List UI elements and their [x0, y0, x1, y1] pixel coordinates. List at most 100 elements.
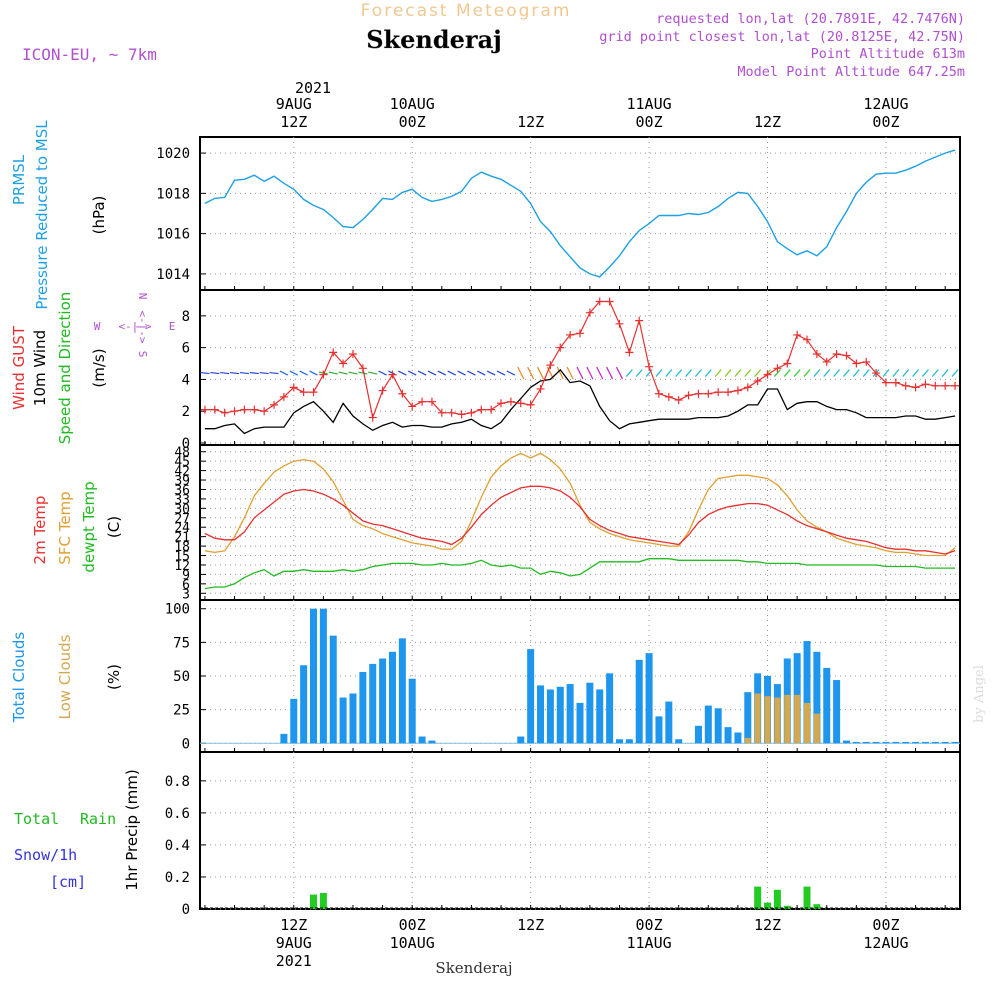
wind-direction-arrow: [625, 369, 633, 377]
wind-gust-marker: [408, 402, 417, 411]
total-cloud-bar: [892, 741, 900, 744]
total-cloud-bar: [842, 740, 850, 744]
low-cloud-bar: [754, 693, 761, 744]
wind-gust-marker: [220, 408, 229, 417]
wind-direction-arrow: [596, 366, 604, 380]
total-cloud-bar: [833, 680, 841, 744]
top-time-label: 12Z: [517, 113, 544, 131]
total-cloud-bar: [882, 741, 890, 744]
wind-gust-marker: [615, 319, 624, 328]
model-name: ICON-EU, ~ 7km: [22, 45, 157, 64]
bottom-date-label: 9AUG: [276, 934, 312, 952]
cloud-ytick-label: 100: [165, 602, 190, 618]
wind-direction-arrow: [783, 369, 791, 377]
total-cloud-bar: [714, 708, 722, 744]
top-time-label: 12Z: [280, 113, 307, 131]
wind-direction-arrow: [556, 366, 564, 380]
temp-ytick-label: 33: [174, 493, 190, 508]
compass-we-arrow: <-|->: [118, 320, 151, 333]
total-cloud-bar: [734, 732, 742, 744]
wind-gust-marker: [733, 386, 742, 395]
top-year-label: 2021: [295, 79, 331, 97]
point-altitude: Point Altitude 613m: [811, 46, 965, 62]
dewpoint-line: [204, 558, 956, 590]
wind-gust-marker: [901, 381, 910, 390]
wind-gust-marker: [556, 343, 565, 352]
precip-ytick-label: 0.8: [165, 774, 190, 790]
total-cloud-bar: [675, 739, 683, 744]
wind-gust-marker: [645, 362, 654, 371]
total-cloud-bar: [645, 653, 653, 744]
pressure-unit: (hPa): [90, 196, 108, 235]
wind-direction-arrow: [457, 370, 466, 376]
wind-gust-marker: [329, 348, 338, 357]
model-altitude: Model Point Altitude 647.25m: [737, 64, 965, 80]
wind-direction-arrow: [309, 370, 318, 376]
wind-direction-arrow: [289, 370, 299, 376]
total-cloud-bar: [862, 741, 870, 744]
wind-gust-marker: [724, 388, 733, 397]
total-cloud-bar: [290, 698, 298, 744]
precip-ytick-label: 0.4: [165, 838, 190, 854]
bottom-year-label: 2021: [276, 952, 312, 970]
sfc-temp-line: [204, 452, 956, 557]
total-cloud-bar: [941, 741, 949, 744]
precip-label-snow: Snow/1h: [14, 846, 77, 864]
wind-gust-marker: [309, 388, 318, 397]
wind-direction-arrow: [655, 369, 663, 377]
wind-gust-marker: [348, 349, 357, 358]
compass-south: S: [136, 351, 149, 358]
temp-ytick-label: 15: [174, 550, 190, 565]
cloud-unit: (%): [105, 664, 123, 690]
wind-ytick-label: 8: [182, 309, 190, 325]
cloud-ytick-label: 50: [173, 669, 190, 685]
wind-direction-arrow: [734, 369, 742, 377]
wind-direction-arrow: [447, 370, 456, 376]
wind-direction-arrow: [803, 369, 811, 377]
wind-direction-arrow: [615, 366, 624, 380]
total-cloud-bar: [310, 608, 318, 744]
wind-direction-arrow: [744, 369, 752, 377]
wind-label-gust: Wind GUST: [10, 325, 28, 410]
temp-ytick-label: 45: [174, 455, 190, 470]
wind-gust-marker: [941, 381, 950, 390]
cloud-bars: [200, 608, 960, 744]
wind-gust-marker: [664, 392, 673, 401]
total-cloud-bar: [517, 736, 525, 744]
pressure-label-msl: Pressure Reduced to MSL: [33, 120, 51, 310]
total-cloud-bar: [596, 689, 604, 744]
total-cloud-bar: [379, 658, 387, 744]
top-time-label: 00Z: [872, 113, 899, 131]
wind-direction-arrow: [210, 371, 220, 375]
wind-gust-marker: [684, 391, 693, 400]
wind-direction-arrow: [378, 370, 387, 376]
total-cloud-bar: [576, 702, 584, 744]
wind-direction-arrow: [951, 369, 959, 377]
wind-direction-arrow: [239, 371, 249, 375]
wind-ytick-label: 4: [182, 372, 190, 388]
wind-direction-arrow: [328, 371, 338, 375]
wind-gust-marker: [487, 405, 496, 414]
precip-label-total: Total: [14, 810, 59, 828]
bottom-time-label: 12Z: [280, 916, 307, 934]
temp-ytick-label: 36: [174, 483, 190, 498]
gridpoint-coords: grid point closest lon,lat (20.8125E, 42…: [599, 29, 965, 45]
low-cloud-bar: [784, 694, 791, 744]
total-cloud-bar: [665, 701, 673, 744]
requested-coords: requested lon,lat (20.7891E, 42.7476N): [656, 11, 965, 27]
temp-unit: (C): [105, 516, 123, 538]
wind-direction-arrow: [279, 370, 289, 376]
wind-gust-marker: [605, 297, 614, 306]
top-time-label: 12Z: [754, 113, 781, 131]
bottom-time-label: 00Z: [636, 916, 663, 934]
temp-ytick-label: 6: [182, 578, 190, 593]
wind-direction-arrow: [892, 369, 900, 377]
total-cloud-bar: [704, 705, 712, 744]
bottom-time-label: 00Z: [399, 916, 426, 934]
precip-panel: [199, 751, 961, 910]
compass-north: N: [136, 293, 149, 300]
wind-gust-marker: [862, 357, 871, 366]
low-cloud-bar: [804, 702, 811, 744]
wind-gust-marker: [250, 405, 259, 414]
wind-direction-arrow: [338, 371, 348, 375]
